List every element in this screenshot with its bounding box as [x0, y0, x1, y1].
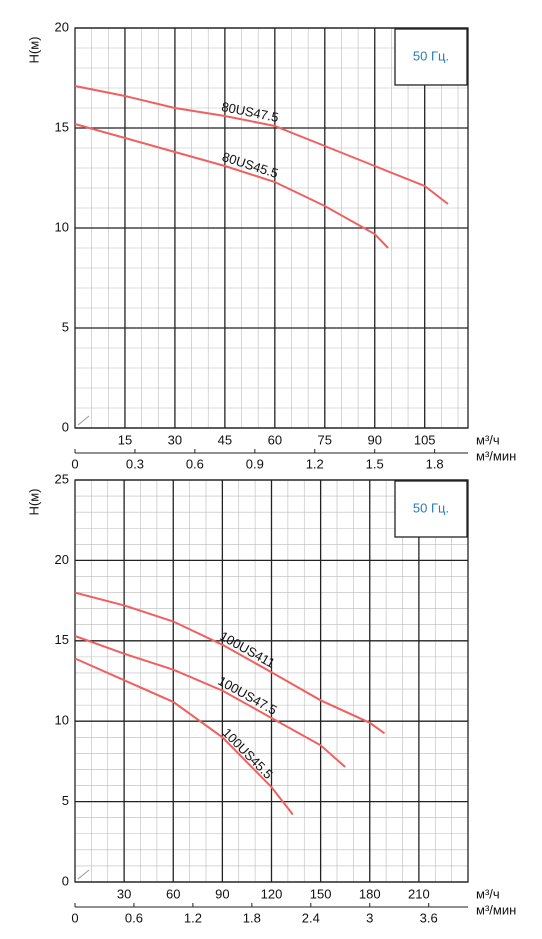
y-axis-label: H(м) [26, 37, 41, 64]
x-tick-label: 15 [118, 432, 132, 447]
y-tick-label: 5 [62, 793, 69, 808]
y-tick-label: 0 [62, 873, 69, 888]
x2-tick-label: 0.3 [126, 456, 144, 471]
y-tick-label: 20 [55, 19, 69, 34]
corner-mark [77, 415, 90, 426]
x-tick-label: 90 [368, 432, 382, 447]
x-axis-label: м³/ч [476, 886, 500, 901]
curve-label: 80US45.5 [220, 149, 280, 181]
x2-axis-label: м³/мин [476, 902, 516, 917]
curve-label: 100US47.5 [215, 673, 279, 718]
annotation-box [394, 28, 468, 86]
x2-tick-label: 0.6 [125, 910, 143, 925]
x2-tick-label: 0.6 [186, 456, 204, 471]
y-tick-label: 25 [55, 471, 69, 486]
x2-tick-label: 3.6 [420, 910, 438, 925]
y-tick-label: 15 [55, 119, 69, 134]
x2-tick-label: 0 [71, 456, 78, 471]
x-tick-label: 60 [268, 432, 282, 447]
y-tick-label: 15 [55, 632, 69, 647]
x2-tick-label: 0.9 [246, 456, 264, 471]
x-tick-label: 105 [414, 432, 436, 447]
y-tick-label: 5 [62, 319, 69, 334]
x-tick-label: 180 [359, 886, 381, 901]
x2-tick-label: 1.2 [306, 456, 324, 471]
curve [74, 657, 294, 816]
x2-tick-label: 1.5 [366, 456, 384, 471]
x-tick-label: 210 [408, 886, 430, 901]
x2-axis-label: м³/мин [476, 448, 516, 463]
annotation: 50 Гц. [413, 500, 449, 515]
y-tick-label: 20 [55, 552, 69, 567]
curve [74, 85, 449, 205]
x-axis-label: м³/ч [476, 432, 500, 447]
corner-mark [77, 869, 90, 880]
x-tick-label: 30 [168, 432, 182, 447]
x-tick-label: 75 [318, 432, 332, 447]
curve [74, 123, 389, 249]
curve [74, 591, 386, 735]
y-tick-label: 10 [55, 713, 69, 728]
x2-tick-label: 2.4 [302, 910, 320, 925]
y-tick-label: 0 [62, 419, 69, 434]
x-tick-label: 120 [261, 886, 283, 901]
plot-frame [74, 479, 469, 883]
annotation-box [394, 480, 468, 538]
x-tick-label: 150 [310, 886, 332, 901]
annotation: 50 Гц. [413, 48, 449, 63]
x-tick-label: 30 [117, 886, 131, 901]
x2-tick-label: 3 [366, 910, 373, 925]
x2-tick-label: 0 [71, 910, 78, 925]
curve-label: 100US411 [217, 628, 277, 671]
x-tick-label: 90 [215, 886, 229, 901]
curve [74, 635, 346, 768]
x-tick-label: 45 [218, 432, 232, 447]
y-axis-label: H(м) [26, 489, 41, 516]
x2-tick-label: 1.8 [426, 456, 444, 471]
x-tick-label: 60 [166, 886, 180, 901]
x2-tick-label: 1.8 [243, 910, 261, 925]
plot-frame [74, 27, 469, 429]
y-tick-label: 10 [55, 219, 69, 234]
x2-tick-label: 1.2 [184, 910, 202, 925]
